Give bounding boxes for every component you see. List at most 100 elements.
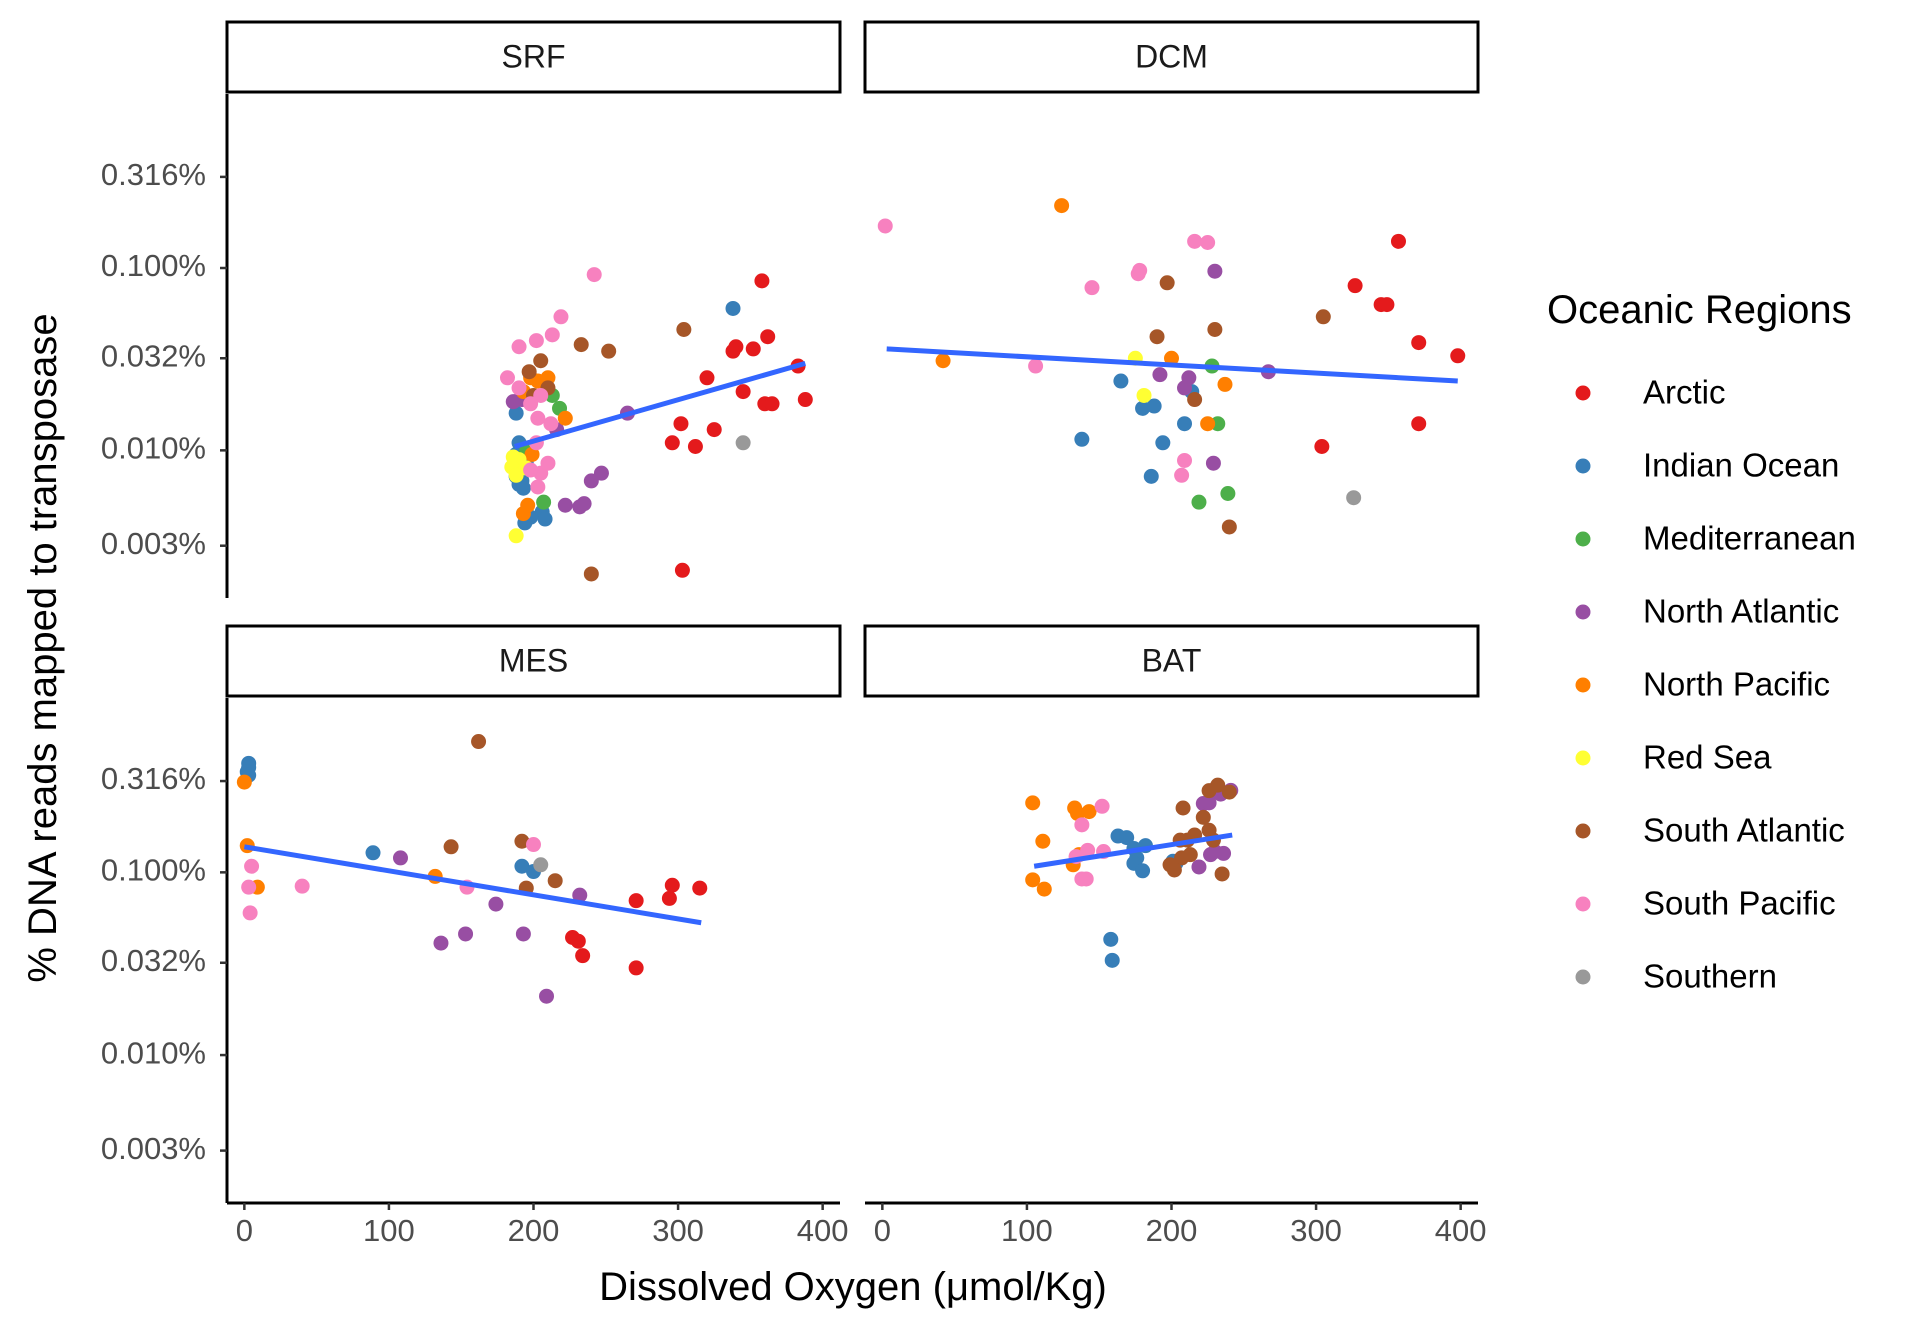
data-point	[1035, 833, 1051, 849]
data-point	[593, 465, 609, 481]
series-south-atlantic	[521, 322, 692, 582]
legend-key	[1575, 604, 1591, 620]
data-point	[508, 528, 524, 544]
data-point	[536, 494, 552, 510]
data-point	[725, 300, 741, 316]
series-south-atlantic	[1149, 275, 1331, 535]
data-point	[699, 370, 715, 386]
strip-label-bat: BAT	[1142, 642, 1202, 678]
legend-label: Arctic	[1643, 374, 1726, 411]
strip-label-dcm: DCM	[1135, 38, 1208, 74]
data-point	[1152, 367, 1168, 383]
data-point	[1315, 309, 1331, 325]
panel-mes: MES 0.003% 0.010% 0.032% 0.100% 0.316% 0 100 200…	[101, 624, 849, 1248]
data-point	[570, 933, 586, 949]
data-point	[706, 422, 722, 438]
data-point	[1132, 262, 1148, 278]
data-point	[687, 438, 703, 454]
data-point	[530, 479, 546, 495]
legend-items: Arctic Indian Ocean Mediterranean North Atl…	[1575, 374, 1856, 995]
data-point	[524, 446, 540, 462]
x-tick-label: 300	[652, 1213, 704, 1248]
data-point	[539, 988, 555, 1004]
data-point	[1025, 795, 1041, 811]
data-point	[586, 267, 602, 283]
legend-item-arctic: Arctic	[1575, 374, 1726, 411]
data-point	[533, 857, 549, 873]
data-point	[1191, 494, 1207, 510]
y-axis-title: % DNA reads mapped to transposase	[21, 313, 65, 982]
data-point	[692, 880, 708, 896]
data-point	[1143, 468, 1159, 484]
data-point	[443, 839, 459, 855]
data-point	[1025, 872, 1041, 888]
legend-key	[1575, 531, 1591, 547]
strip-label-mes: MES	[499, 642, 568, 678]
trend-line	[514, 360, 806, 449]
data-point	[583, 566, 599, 582]
series-north-atlantic	[392, 850, 588, 1004]
data-point	[1205, 455, 1221, 471]
data-point	[674, 562, 690, 578]
data-point	[735, 384, 751, 400]
data-point	[508, 405, 524, 421]
y-tick-label: 0.316%	[101, 157, 206, 192]
data-point	[935, 353, 951, 369]
data-point	[1221, 784, 1237, 800]
data-point	[528, 333, 544, 349]
x-tick-label: 400	[797, 1213, 849, 1248]
data-point	[576, 496, 592, 512]
data-point	[676, 322, 692, 338]
data-point	[236, 774, 252, 790]
legend: Oceanic Regions Arctic Indian Ocean Medite…	[1547, 288, 1856, 995]
trend-line	[243, 844, 702, 926]
data-point	[471, 734, 487, 750]
legend-label: South Atlantic	[1643, 812, 1845, 849]
series-red-sea	[1127, 350, 1152, 403]
data-point	[573, 337, 589, 353]
series-southern	[735, 435, 751, 451]
data-point	[1221, 519, 1237, 535]
data-point	[601, 343, 617, 359]
data-point	[1136, 387, 1152, 403]
data-point	[754, 273, 770, 289]
data-point	[514, 833, 530, 849]
data-point	[1214, 866, 1230, 882]
data-point	[499, 370, 515, 386]
strip-label-srf: SRF	[502, 38, 566, 74]
data-point	[1201, 783, 1217, 799]
legend-item-south-atlantic: South Atlantic	[1575, 812, 1845, 849]
data-point	[1175, 800, 1191, 816]
data-point	[553, 309, 569, 325]
legend-label: North Pacific	[1643, 666, 1830, 703]
series-indian-ocean	[1074, 373, 1200, 484]
data-point	[1187, 233, 1203, 249]
legend-label: Indian Ocean	[1643, 447, 1839, 484]
data-point	[1070, 805, 1086, 821]
data-point	[1182, 847, 1198, 863]
legend-key	[1575, 969, 1591, 985]
data-point	[583, 473, 599, 489]
x-tick-label: 0	[236, 1213, 253, 1248]
legend-item-southern: Southern	[1575, 958, 1777, 995]
data-point	[1166, 862, 1182, 878]
data-point	[523, 396, 539, 412]
data-point	[241, 879, 257, 895]
data-point	[537, 511, 553, 527]
data-point	[540, 455, 556, 471]
x-tick-label: 200	[1146, 1213, 1198, 1248]
series-indian-ocean	[239, 755, 541, 880]
legend-label: North Atlantic	[1643, 593, 1839, 630]
data-point	[745, 341, 761, 357]
x-tick-label: 200	[508, 1213, 560, 1248]
legend-key	[1575, 385, 1591, 401]
y-tick-label: 0.010%	[101, 431, 206, 466]
data-point	[1078, 871, 1094, 887]
data-point	[1411, 335, 1427, 351]
data-point	[760, 329, 776, 345]
data-point	[664, 435, 680, 451]
data-point	[661, 890, 677, 906]
data-point	[505, 394, 521, 410]
data-point	[433, 935, 449, 951]
